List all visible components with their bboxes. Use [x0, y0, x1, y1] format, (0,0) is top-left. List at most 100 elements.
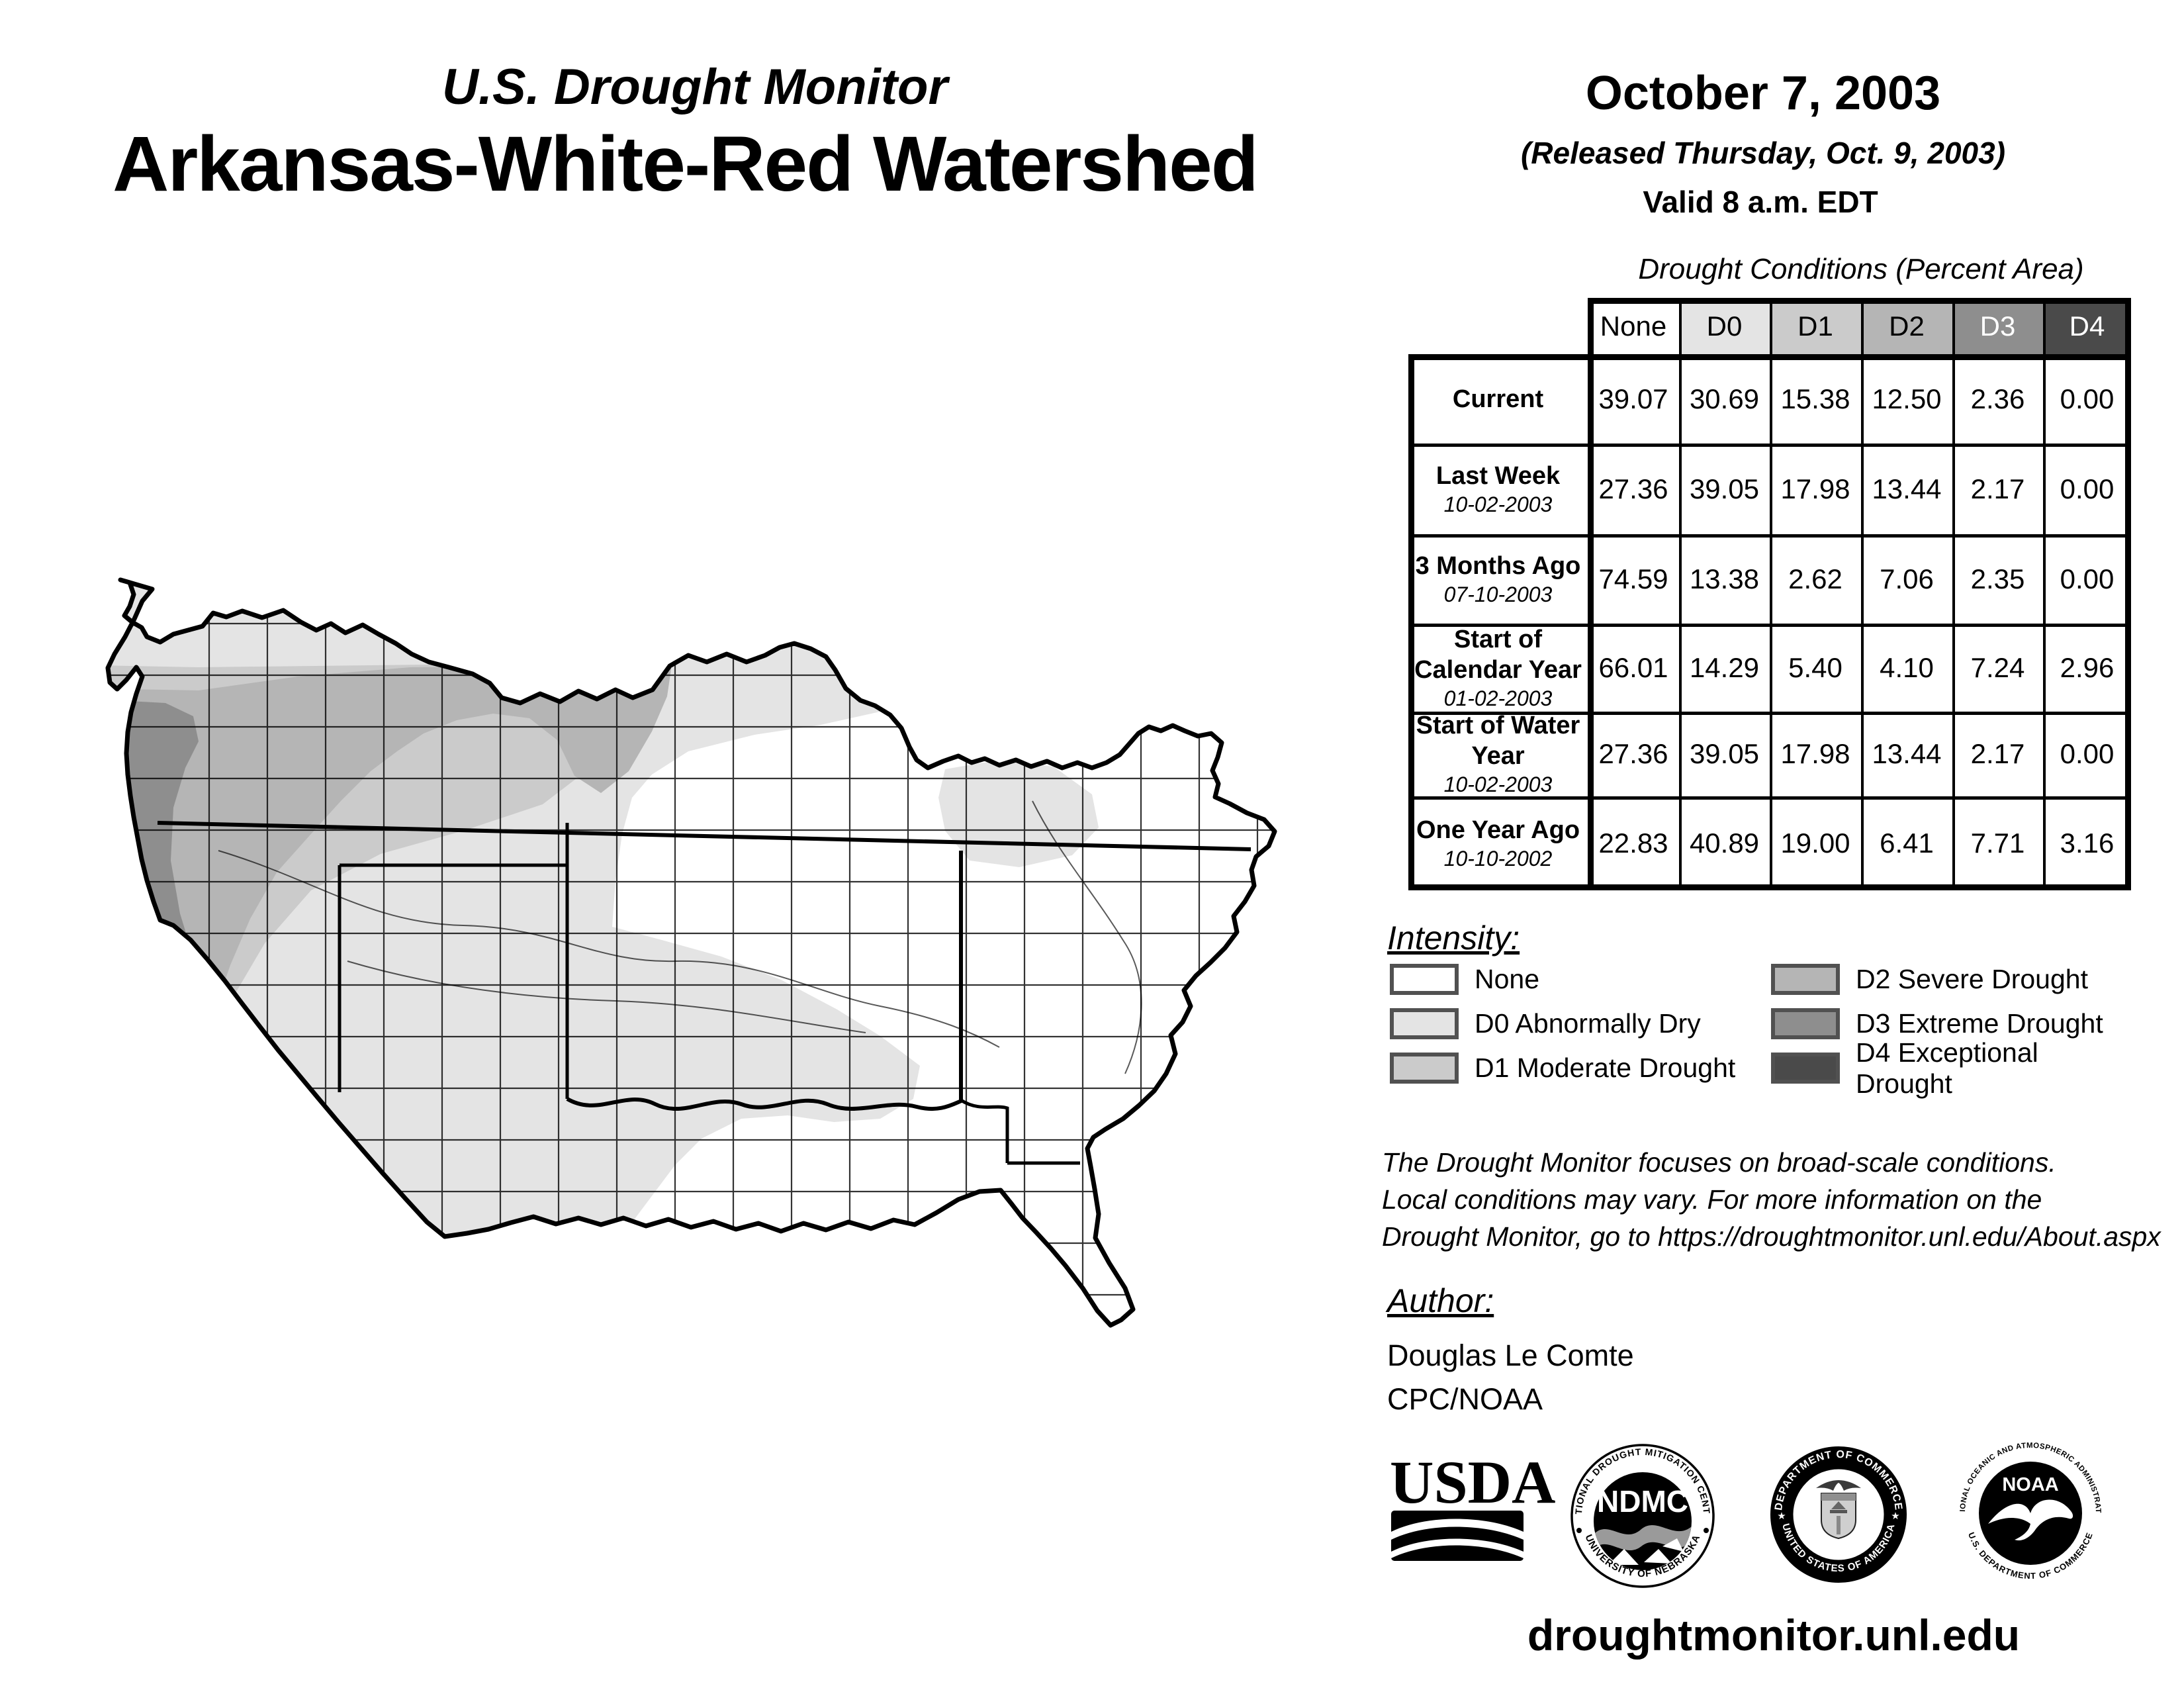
table-value-cell: 12.50 [1872, 383, 1942, 414]
release-date: (Released Thursday, Oct. 9, 2003) [1520, 136, 2006, 170]
legend-label: D2 Severe Drought [1856, 964, 2088, 994]
table-value-cell: 2.17 [1970, 738, 2025, 769]
table-value-cell: 3.16 [2060, 827, 2115, 859]
row-label-date: 07-10-2003 [1443, 582, 1553, 606]
table-value-cell: 7.71 [1970, 827, 2025, 859]
table-value-cell: 39.05 [1689, 738, 1760, 769]
row-label-text: One Year Ago [1416, 816, 1580, 844]
table-value-cell: 40.89 [1689, 827, 1760, 859]
ndmc-wordmark: NDMC [1597, 1484, 1688, 1519]
disclaimer-line: Drought Monitor, go to https://droughtmo… [1382, 1221, 2161, 1252]
table-header-cell-bg [2043, 298, 2131, 357]
region-title: Arkansas-White-Red Watershed [113, 120, 1259, 208]
table-caption: Drought Conditions (Percent Area) [1638, 253, 2084, 285]
usda-logo: USDA [1390, 1448, 1555, 1561]
table-header-cell: D2 [1889, 310, 1925, 342]
table-row-line [1408, 796, 2131, 800]
doc-eagle [1816, 1480, 1861, 1491]
legend-label: D3 Extreme Drought [1856, 1008, 2103, 1039]
map-date: October 7, 2003 [1585, 67, 1941, 120]
table-value-cell: 2.36 [1970, 383, 2025, 414]
legend-swatch [1771, 1008, 1840, 1039]
legend-swatch [1771, 1053, 1840, 1084]
table-value-cell: 0.00 [2060, 383, 2115, 414]
author-heading: Author: [1387, 1282, 1494, 1319]
footer-url: droughtmonitor.unl.edu [1527, 1611, 2021, 1660]
table-header-cell: D0 [1706, 310, 1743, 342]
legend-swatch [1771, 964, 1840, 995]
table-value-cell: 2.96 [2060, 651, 2115, 683]
table-header-cell-bg [1952, 298, 2043, 357]
legend-label: None [1475, 964, 1540, 994]
table-column-line [1679, 298, 1682, 890]
legend-item: D4 Exceptional Drought [1771, 1037, 2142, 1099]
row-label-date: 01-02-2003 [1443, 686, 1553, 710]
table-row-line [1408, 624, 2131, 627]
legend-swatch [1390, 1053, 1459, 1084]
disclaimer-line: The Drought Monitor focuses on broad-sca… [1382, 1147, 2056, 1178]
noaa-logo: NATIONAL OCEANIC AND ATMOSPHERIC ADMINIS… [1959, 1442, 2102, 1581]
table-row-line [1408, 534, 2131, 538]
table-row-line [1408, 712, 2131, 715]
table-header-cell-bg [1770, 298, 1861, 357]
table-value-cell: 66.01 [1598, 651, 1668, 683]
table-value-cell: 15.38 [1780, 383, 1850, 414]
legend-label: D0 Abnormally Dry [1475, 1008, 1701, 1039]
table-value-cell: 39.07 [1598, 383, 1668, 414]
table-value-cell: 30.69 [1689, 383, 1760, 414]
table-row-label: One Year Ago 10-10-2002 [1408, 796, 1588, 890]
legend-swatch [1390, 964, 1459, 995]
row-label-date: 10-10-2002 [1443, 847, 1553, 870]
table-value-cell: 17.98 [1780, 473, 1850, 504]
ndmc-logo: NATIONAL DROUGHT MITIGATION CENTER UNIVE… [1570, 1444, 1715, 1588]
row-label-text: Last Week [1435, 461, 1561, 490]
doc-star-right: ★ [1891, 1511, 1899, 1522]
legend-item: D2 Severe Drought [1771, 964, 2142, 995]
table-column-line [2043, 298, 2046, 890]
table-value-cell: 4.10 [1880, 651, 1934, 683]
table-row-label: Last Week 10-02-2003 [1408, 444, 1588, 534]
table-row-line [1408, 444, 2131, 447]
legend-item: D0 Abnormally Dry [1390, 1008, 1760, 1039]
legend-heading: Intensity: [1387, 919, 1520, 957]
table-row-label: Current [1408, 354, 1588, 444]
noaa-wordmark: NOAA [2002, 1474, 2058, 1495]
legend-item: D3 Extreme Drought [1771, 1008, 2142, 1039]
table-value-cell: 2.62 [1788, 563, 1843, 594]
state-boundary-lines [157, 821, 1251, 1165]
table-column-line [1770, 298, 1772, 890]
table-value-cell: 0.00 [2060, 473, 2115, 504]
row-label-text: Current [1452, 385, 1544, 413]
author-name: Douglas Le Comte [1387, 1338, 1634, 1372]
doc-star-left: ★ [1777, 1511, 1786, 1522]
legend-label: D4 Exceptional Drought [1856, 1037, 2038, 1099]
table-value-cell: 7.24 [1970, 651, 2025, 683]
table-header-cell: D4 [2069, 310, 2105, 342]
table-value-cell: 13.38 [1689, 563, 1760, 594]
row-label-date: 10-02-2003 [1443, 492, 1553, 516]
table-value-cell: 39.05 [1689, 473, 1760, 504]
table-header-cell: None [1600, 310, 1667, 342]
report-title: U.S. Drought Monitor [441, 59, 948, 115]
row-label-text: 3 Months Ago [1415, 551, 1581, 580]
table-value-cell: 74.59 [1598, 563, 1668, 594]
drought-conditions-table: None D0 D1 D2 D3 D4 Current 39.07 30.69 15.38 12.5… [1408, 298, 2131, 890]
table-column-line [1952, 298, 1955, 890]
drought-d0-patch-ne [938, 760, 1099, 867]
table-value-cell: 2.35 [1970, 563, 2025, 594]
table-value-cell: 13.44 [1872, 473, 1942, 504]
table-value-cell: 6.41 [1880, 827, 1934, 859]
table-header-cell-bg [1679, 298, 1770, 357]
table-value-cell: 5.40 [1788, 651, 1843, 683]
table-value-cell: 22.83 [1598, 827, 1668, 859]
watershed-map [93, 569, 1297, 1337]
row-label-text: Start of Calendar Year [1414, 625, 1582, 684]
legend-item: D1 Moderate Drought [1390, 1053, 1760, 1084]
row-label-date: 10-02-2003 [1443, 773, 1553, 796]
legend-item: None [1390, 964, 1760, 995]
valid-time: Valid 8 a.m. EDT [1643, 185, 1878, 219]
table-header-cell: D3 [1979, 310, 2016, 342]
legend-swatch [1390, 1008, 1459, 1039]
table-row-label: Start of Water Year 10-02-2003 [1408, 712, 1588, 796]
